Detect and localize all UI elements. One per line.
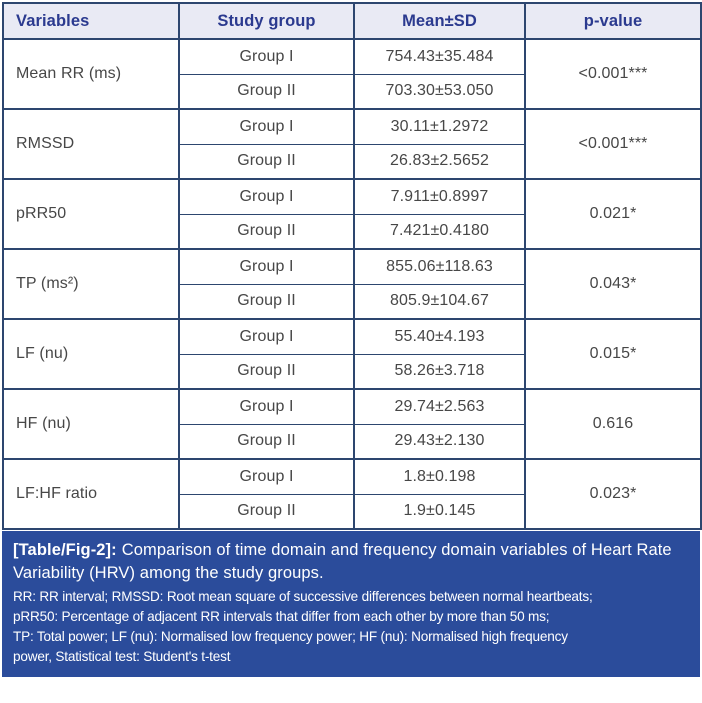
variable-group-hf: HF (nu) Group I 29.74±2.563 0.616 Group …	[2, 388, 702, 460]
mean-sd-cell: 855.06±118.63	[353, 248, 526, 285]
caption-text: Comparison of time domain and frequency …	[13, 541, 672, 582]
header-study-group: Study group	[178, 2, 355, 40]
mean-sd-cell: 703.30±53.050	[353, 73, 526, 110]
caption-label: [Table/Fig-2]:	[13, 541, 117, 559]
variable-group-lf: LF (nu) Group I 55.40±4.193 0.015* Group…	[2, 318, 702, 390]
table-row: Group II 805.9±104.67	[3, 283, 701, 320]
group-cell: Group I	[178, 388, 355, 425]
variable-group-prr50: pRR50 Group I 7.911±0.8997 0.021* Group …	[2, 178, 702, 250]
table-row: pRR50 Group I 7.911±0.8997 0.021*	[2, 178, 702, 250]
table-header-row: Variables Study group Mean±SD p-value	[2, 2, 702, 40]
footnote-line: TP: Total power; LF (nu): Normalised low…	[13, 629, 568, 644]
table-caption-block: [Table/Fig-2]: Comparison of time domain …	[2, 531, 700, 677]
mean-sd-cell: 754.43±35.484	[353, 38, 526, 75]
group-cell: Group II	[178, 423, 355, 460]
table-row: TP (ms²) Group I 855.06±118.63 0.043*	[2, 248, 702, 320]
group-cell: Group II	[178, 213, 355, 250]
table-row: Group II 29.43±2.130	[3, 423, 701, 460]
table-row: Group II 58.26±3.718	[3, 353, 701, 390]
header-mean-sd: Mean±SD	[353, 2, 526, 40]
p-value-cell: 0.015*	[524, 318, 702, 390]
mean-sd-cell: 29.43±2.130	[353, 423, 526, 460]
mean-sd-cell: 1.9±0.145	[353, 493, 526, 530]
group-cell: Group I	[178, 108, 355, 145]
group-cell: Group II	[178, 493, 355, 530]
p-value-cell: 0.043*	[524, 248, 702, 320]
mean-sd-cell: 29.74±2.563	[353, 388, 526, 425]
table-footnotes: RR: RR interval; RMSSD: Root mean square…	[13, 587, 689, 667]
variable-cell: LF:HF ratio	[2, 458, 180, 530]
table-row: Mean RR (ms) Group I 754.43±35.484 <0.00…	[2, 38, 702, 110]
mean-sd-cell: 7.911±0.8997	[353, 178, 526, 215]
p-value-cell: 0.021*	[524, 178, 702, 250]
header-p-value: p-value	[524, 2, 702, 40]
group-cell: Group I	[178, 248, 355, 285]
mean-sd-cell: 26.83±2.5652	[353, 143, 526, 180]
group-cell: Group I	[178, 178, 355, 215]
mean-sd-cell: 55.40±4.193	[353, 318, 526, 355]
mean-sd-cell: 7.421±0.4180	[353, 213, 526, 250]
p-value-cell: 0.023*	[524, 458, 702, 530]
table-row: HF (nu) Group I 29.74±2.563 0.616	[2, 388, 702, 460]
table-row: LF:HF ratio Group I 1.8±0.198 0.023*	[2, 458, 702, 530]
table-caption: [Table/Fig-2]: Comparison of time domain …	[13, 539, 689, 585]
p-value-cell: <0.001***	[524, 38, 702, 110]
mean-sd-cell: 58.26±3.718	[353, 353, 526, 390]
group-cell: Group II	[178, 143, 355, 180]
variable-group-rmssd: RMSSD Group I 30.11±1.2972 <0.001*** Gro…	[2, 108, 702, 180]
variable-group-lf-hf-ratio: LF:HF ratio Group I 1.8±0.198 0.023* Gro…	[2, 458, 702, 530]
group-cell: Group I	[178, 38, 355, 75]
variable-cell: Mean RR (ms)	[2, 38, 180, 110]
table-row: LF (nu) Group I 55.40±4.193 0.015*	[2, 318, 702, 390]
hrv-comparison-table: Variables Study group Mean±SD p-value Me…	[2, 2, 702, 530]
variable-group-mean-rr: Mean RR (ms) Group I 754.43±35.484 <0.00…	[2, 38, 702, 110]
footnote-line: power, Statistical test: Student's t-tes…	[13, 649, 231, 664]
table-row: Group II 1.9±0.145	[3, 493, 701, 530]
mean-sd-cell: 1.8±0.198	[353, 458, 526, 495]
footnote-line: pRR50: Percentage of adjacent RR interva…	[13, 609, 550, 624]
variable-group-tp: TP (ms²) Group I 855.06±118.63 0.043* Gr…	[2, 248, 702, 320]
table-row: Group II 703.30±53.050	[3, 73, 701, 110]
variable-cell: pRR50	[2, 178, 180, 250]
variable-cell: TP (ms²)	[2, 248, 180, 320]
p-value-cell: <0.001***	[524, 108, 702, 180]
table-figure: Variables Study group Mean±SD p-value Me…	[2, 2, 702, 677]
variable-cell: HF (nu)	[2, 388, 180, 460]
p-value-cell: 0.616	[524, 388, 702, 460]
group-cell: Group I	[178, 458, 355, 495]
group-cell: Group I	[178, 318, 355, 355]
table-row: Group II 26.83±2.5652	[3, 143, 701, 180]
variable-cell: RMSSD	[2, 108, 180, 180]
header-variables: Variables	[2, 2, 180, 40]
group-cell: Group II	[178, 73, 355, 110]
mean-sd-cell: 30.11±1.2972	[353, 108, 526, 145]
table-row: RMSSD Group I 30.11±1.2972 <0.001***	[2, 108, 702, 180]
table-row: Group II 7.421±0.4180	[3, 213, 701, 250]
group-cell: Group II	[178, 353, 355, 390]
footnote-line: RR: RR interval; RMSSD: Root mean square…	[13, 589, 593, 604]
mean-sd-cell: 805.9±104.67	[353, 283, 526, 320]
group-cell: Group II	[178, 283, 355, 320]
variable-cell: LF (nu)	[2, 318, 180, 390]
